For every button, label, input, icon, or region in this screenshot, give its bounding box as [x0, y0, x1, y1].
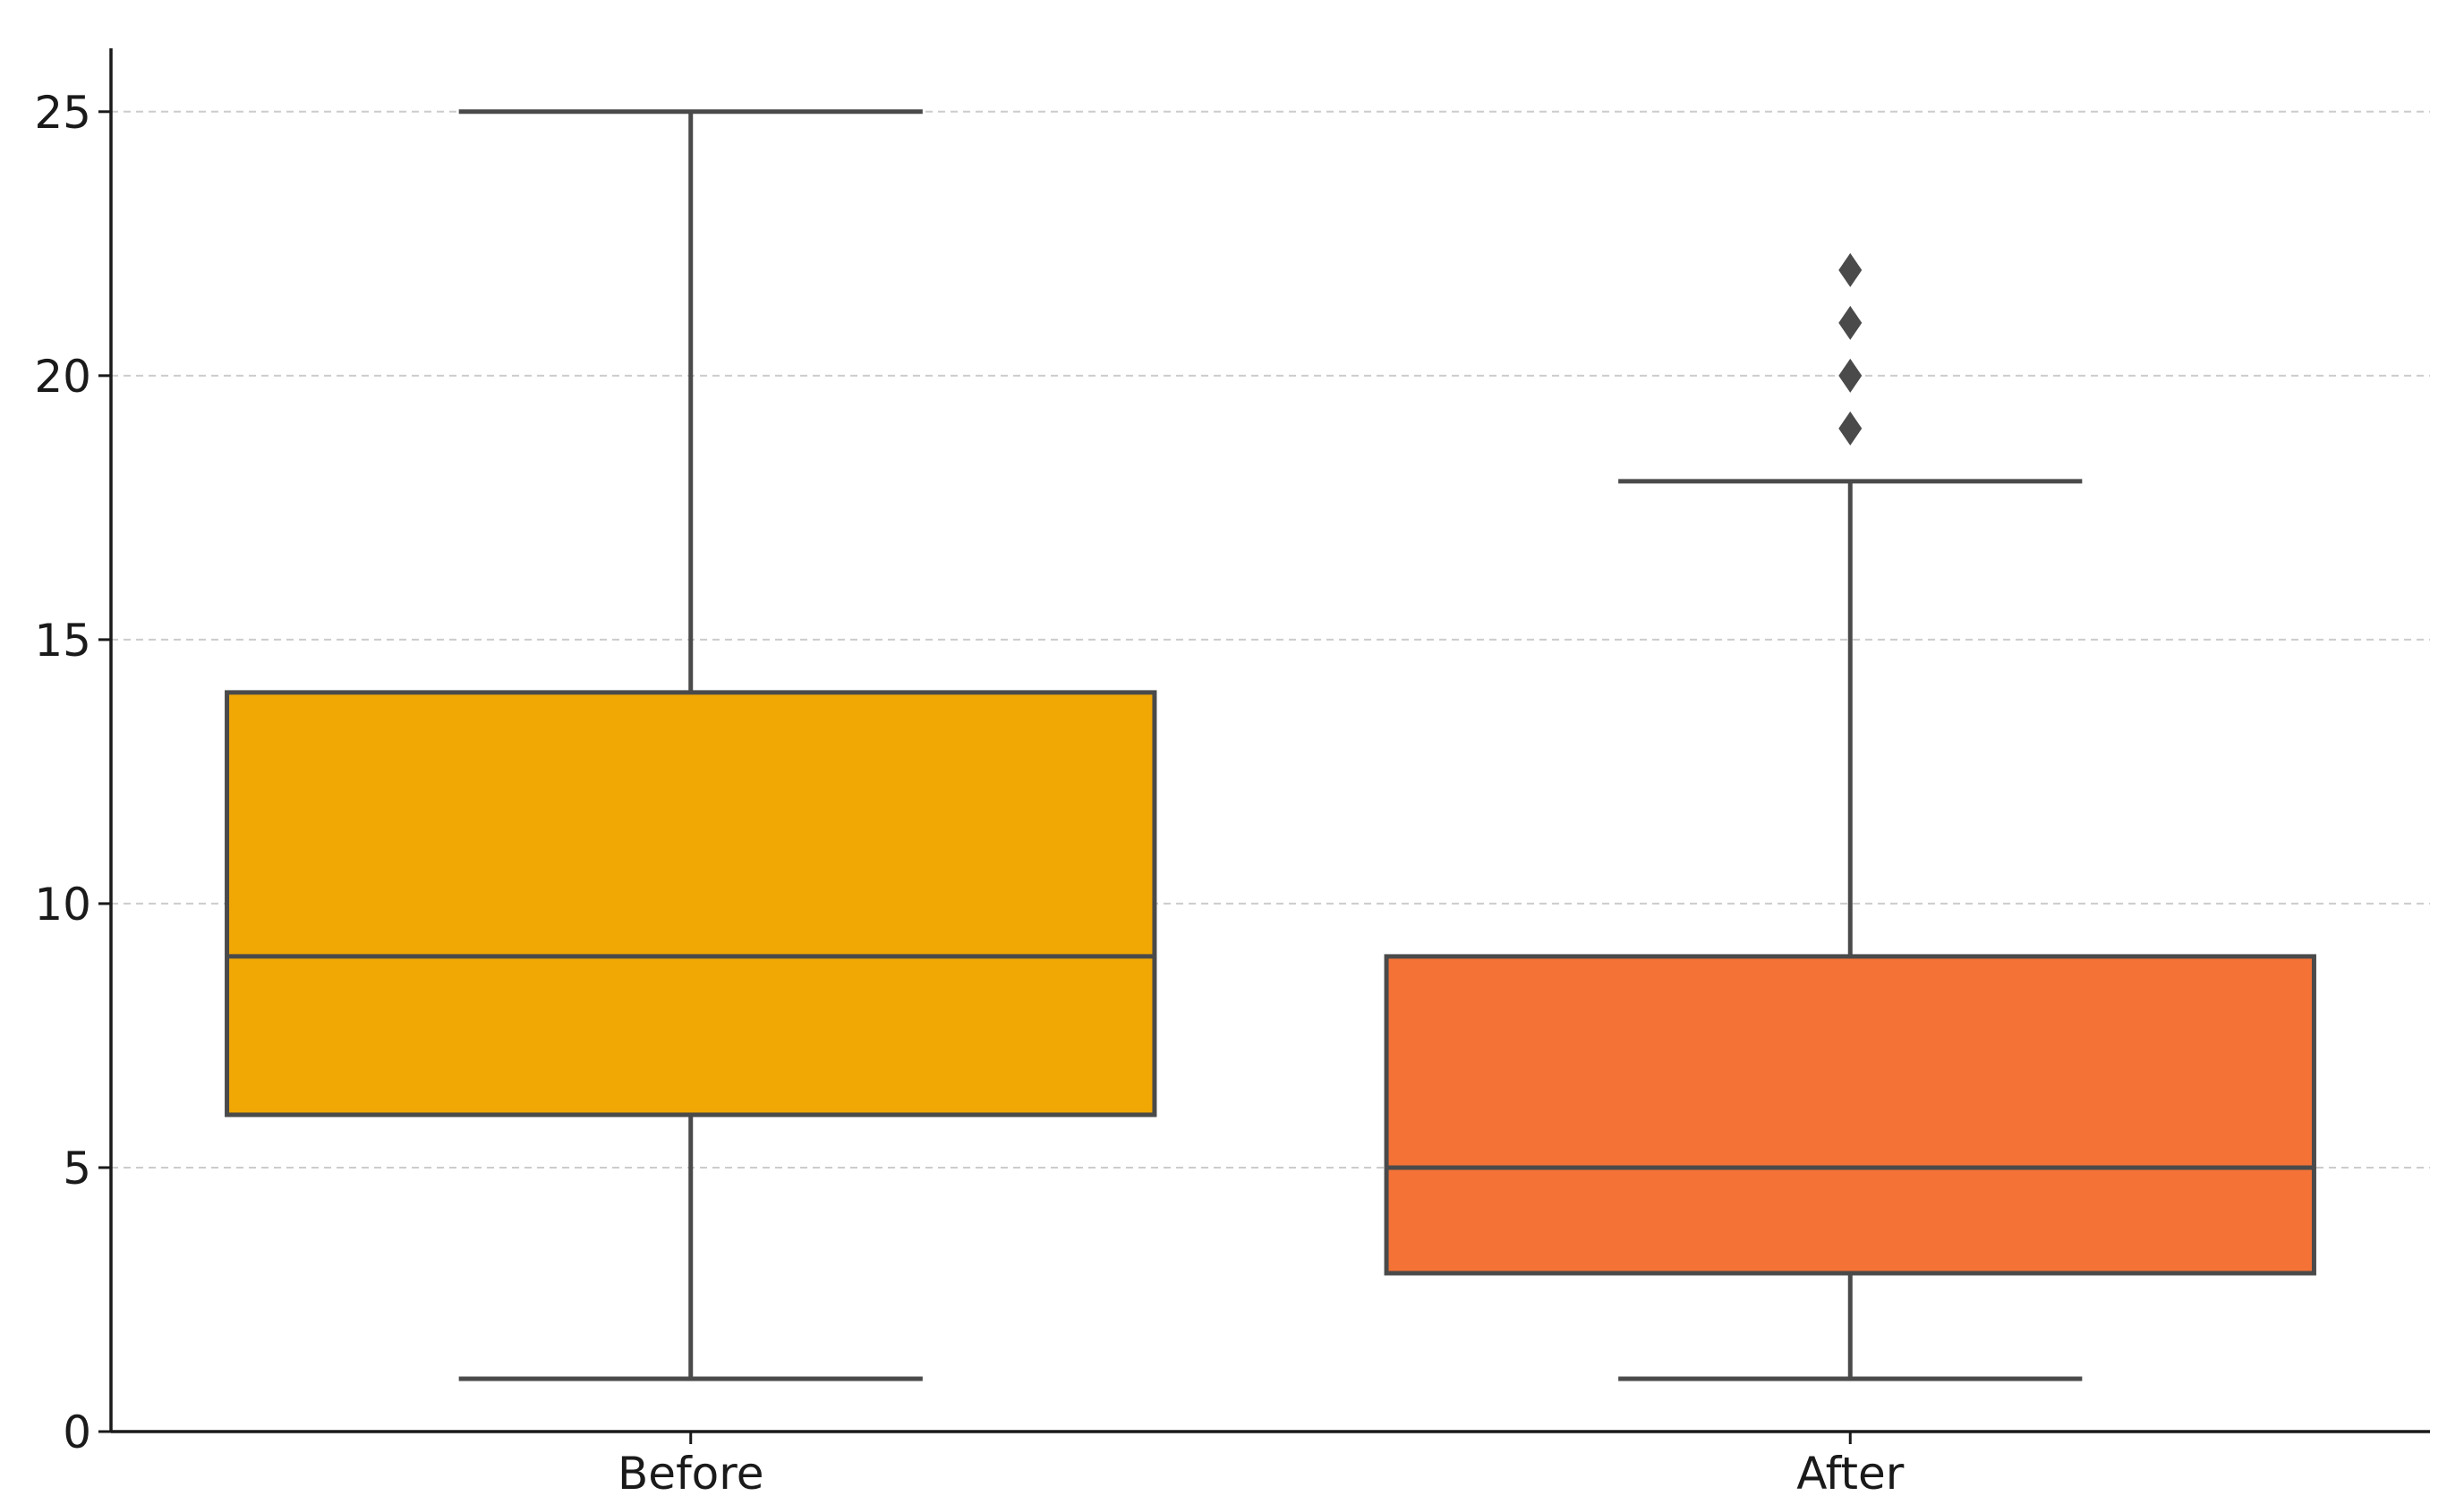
x-tick-layer: Before After [618, 1432, 1905, 1496]
y-tick-1: 5 [63, 1143, 111, 1194]
y-tick-layer: 0 5 10 15 20 25 [34, 87, 111, 1458]
box-after [1384, 954, 2316, 1276]
outlier-point-after [1838, 252, 1863, 287]
y-tick-3: 15 [34, 615, 111, 667]
y-tick-label: 15 [34, 615, 91, 667]
y-tick-label: 0 [63, 1407, 91, 1458]
axis-layer [109, 48, 2430, 1433]
y-tick-label: 25 [34, 87, 91, 139]
outlier-point-after [1838, 411, 1863, 446]
y-tick-0: 0 [63, 1407, 111, 1458]
outlier-point-after [1838, 305, 1863, 340]
box-group-after [1384, 252, 2316, 1381]
outlier-point-after [1838, 358, 1863, 393]
x-tick-label-after: After [1796, 1448, 1905, 1496]
box-layer [225, 109, 2316, 1381]
y-tick-5: 25 [34, 87, 111, 139]
box-before [225, 690, 1157, 1118]
y-tick-4: 20 [34, 351, 111, 403]
box-group-before [225, 109, 1157, 1381]
y-tick-label: 5 [63, 1143, 91, 1194]
y-tick-label: 20 [34, 351, 91, 403]
x-tick-after: After [1796, 1432, 1905, 1496]
y-tick-2: 10 [34, 879, 111, 931]
x-tick-before: Before [618, 1432, 763, 1496]
x-tick-label-before: Before [618, 1448, 763, 1496]
y-tick-label: 10 [34, 879, 91, 931]
